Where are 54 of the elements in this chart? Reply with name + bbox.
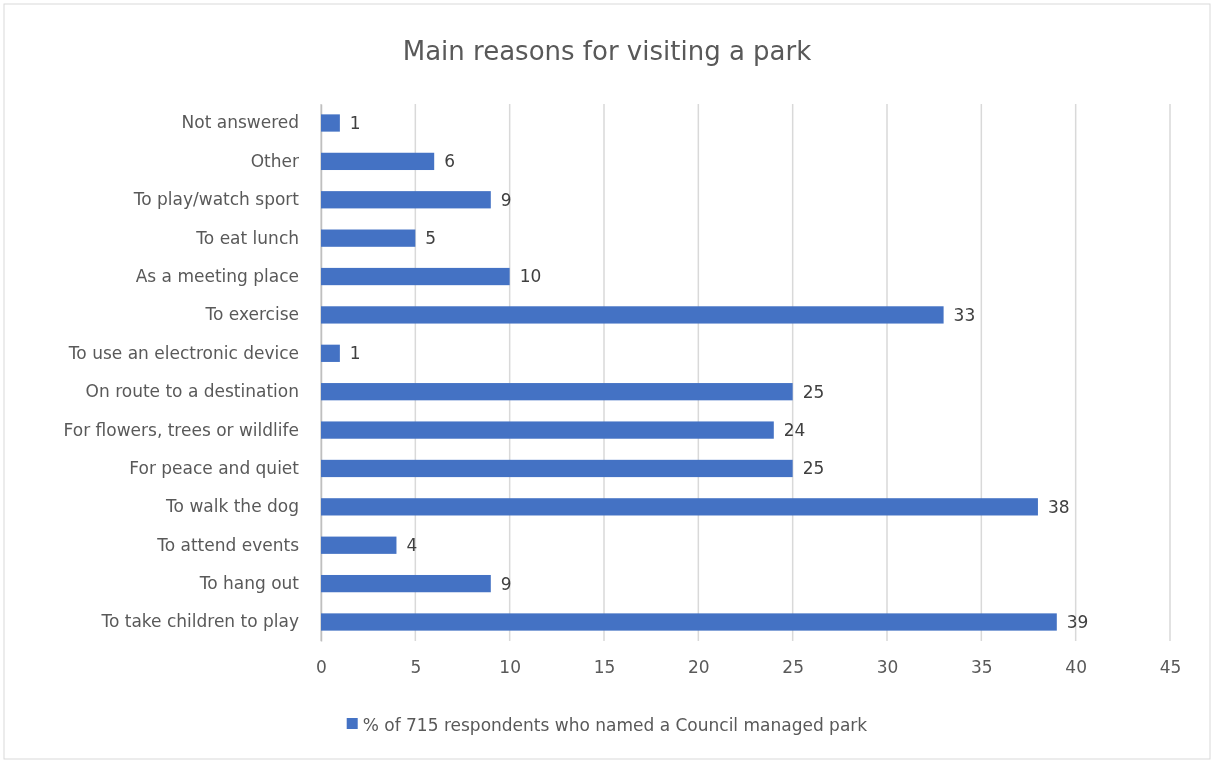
bar [321,267,510,286]
data-label: 38 [1047,496,1070,517]
data-label: 39 [1066,611,1089,632]
data-label: 10 [519,266,542,287]
data-label: 5 [425,228,437,249]
bar [321,574,491,593]
bar [321,383,793,401]
bar [321,344,340,362]
y-tick-label: To eat lunch [195,227,299,248]
data-label: 24 [783,420,806,441]
data-label: 4 [406,535,418,556]
x-tick-label: 5 [410,657,422,678]
data-label: 25 [802,458,825,479]
legend-label: % of 715 respondents who named a Council managed park [362,714,868,735]
x-tick-label: 35 [971,657,993,678]
x-tick-label: 45 [1159,657,1182,678]
y-tick-label: To use an electronic device [67,342,299,363]
y-tick-label: To walk the dog [165,496,299,517]
bar [321,114,340,132]
y-tick-label: For peace and quiet [129,457,300,478]
data-label: 6 [444,151,456,172]
x-tick-label: 0 [316,657,327,678]
data-label: 1 [349,112,361,133]
data-label: 25 [802,381,825,402]
y-tick-label: To attend events [156,534,300,555]
x-tick-label: 20 [688,657,710,678]
data-label: 9 [500,573,512,594]
bar [321,421,774,439]
x-tick-label: 40 [1065,657,1087,678]
bar [321,459,793,478]
y-tick-label: To exercise [204,304,299,325]
bar [321,536,397,554]
bar [321,229,416,247]
y-tick-label: For flowers, trees or wildlife [63,419,299,440]
y-tick-label: On route to a destination [85,381,299,402]
x-tick-label: 30 [876,657,899,678]
bar [321,152,435,171]
chart-title: Main reasons for visiting a park [402,36,812,66]
y-tick-label: To hang out [198,573,300,594]
data-label: 9 [500,189,512,210]
x-tick-label: 10 [499,657,521,678]
bar [321,191,491,209]
y-tick-label: To play/watch sport [132,189,300,210]
data-label: 33 [953,304,976,325]
y-tick-label: As a meeting place [135,265,299,286]
bar [321,306,944,324]
x-tick-label: 15 [593,657,616,678]
y-tick-label: Other [250,150,299,171]
bar [321,498,1038,516]
x-tick-label: 25 [782,657,804,678]
data-label: 1 [349,343,361,364]
y-tick-label: Not answered [181,112,299,133]
y-tick-label: To take children to play [100,611,299,632]
bar [321,613,1057,631]
